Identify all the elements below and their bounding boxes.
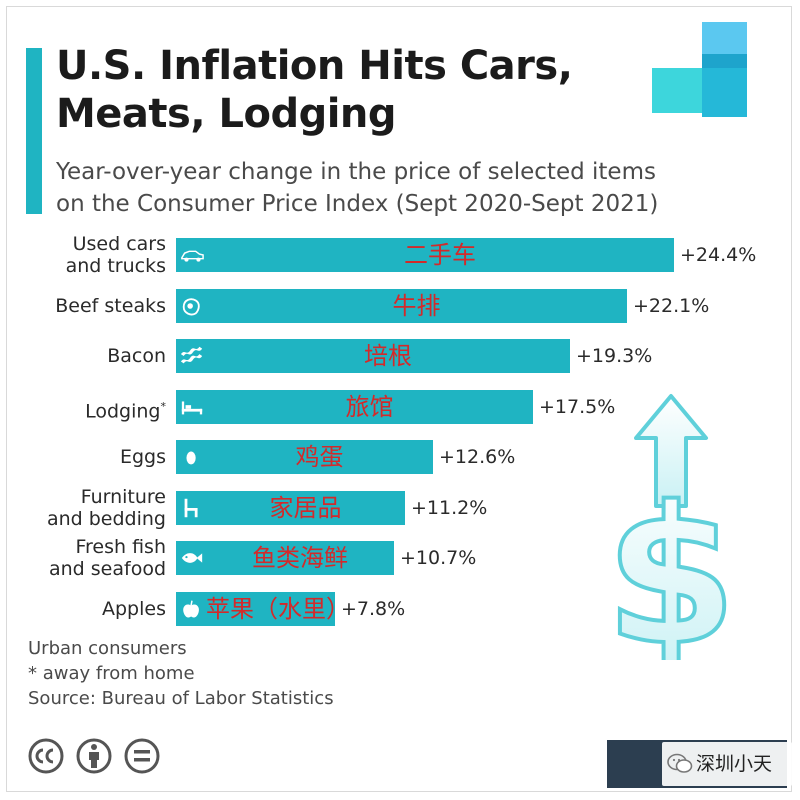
chinese-annotation: 鸡蛋 (295, 443, 344, 471)
chinese-annotation: 二手车 (404, 241, 476, 269)
steak-icon (182, 297, 200, 315)
category-label: Fresh fish and seafood (8, 536, 166, 580)
chinese-annotation: 鱼类海鲜 (252, 544, 348, 572)
bar (176, 339, 570, 373)
source-note: Source: Bureau of Labor Statistics (28, 688, 334, 709)
chinese-annotation: 牛排 (392, 291, 441, 320)
egg-icon (186, 451, 196, 465)
chinese-annotation: 家居品 (269, 493, 342, 522)
footnotes: Urban consumers * away from home (28, 636, 195, 686)
category-label-text: Eggs (119, 446, 166, 468)
subtitle-line-2: on the Consumer Price Index (Sept 2020-S… (56, 191, 659, 217)
footnote-marker: * (160, 399, 167, 413)
category-label: Furniture and bedding (8, 486, 166, 530)
data-label: +19.3% (576, 345, 653, 367)
category-label-line2: and trucks (65, 255, 166, 277)
chinese-annotation: 旅馆 (345, 392, 394, 421)
chair-icon (184, 498, 198, 517)
bacon-icon (180, 346, 203, 364)
note-urban: Urban consumers (28, 638, 187, 659)
category-label: Bacon (8, 345, 166, 367)
category-label-text: Beef steaks (55, 294, 166, 317)
subtitle-line-1: Year-over-year change in the price of se… (56, 159, 656, 185)
wechat-icon (667, 753, 693, 773)
bar (176, 541, 394, 575)
attribution-icon (76, 738, 112, 774)
dollar-arrow-icon: $ (606, 394, 736, 660)
data-label: +24.4% (680, 244, 757, 266)
category-label: Used cars and trucks (8, 233, 166, 277)
bar (176, 288, 627, 323)
category-label: Lodging* (8, 396, 166, 422)
no-derivatives-icon (124, 738, 160, 774)
data-label: +17.5% (539, 395, 616, 418)
category-label-line1: Used cars (72, 233, 166, 255)
cc-icon (28, 738, 64, 774)
category-label: Apples (8, 598, 166, 620)
title-accent-bar (26, 48, 42, 214)
category-label: Beef steaks (8, 295, 166, 317)
bar (176, 238, 674, 272)
apple-icon (183, 600, 199, 617)
chinese-annotation: 苹果（水里） (206, 594, 350, 623)
fish-icon (181, 553, 203, 563)
data-label: +10.7% (400, 547, 477, 569)
category-label: Eggs (8, 446, 166, 468)
bar (176, 490, 405, 525)
bar (176, 591, 335, 626)
svg-text:$: $ (606, 466, 736, 660)
data-label: +11.2% (411, 496, 488, 519)
data-label: +22.1% (633, 294, 710, 317)
statista-logo-icon (652, 22, 747, 117)
title-line-2: Meats, Lodging (56, 91, 397, 137)
data-label: +12.6% (439, 446, 516, 468)
data-label: +7.8% (341, 597, 406, 620)
car-icon (181, 250, 204, 262)
bar (176, 440, 433, 474)
category-label-text: Lodging (85, 399, 161, 422)
watermark-text: 深圳小天 (696, 753, 773, 775)
category-label-line2: and bedding (46, 507, 166, 530)
bar (176, 389, 533, 424)
chinese-annotation: 培根 (364, 342, 412, 370)
category-label-text: Bacon (107, 345, 166, 367)
chart-subtitle: Year-over-year change in the price of se… (56, 156, 696, 220)
bed-icon (181, 400, 203, 414)
category-label-line2: and seafood (48, 558, 166, 580)
title-line-1: U.S. Inflation Hits Cars, (56, 43, 573, 89)
frame (6, 6, 792, 792)
chart-title: U.S. Inflation Hits Cars, Meats, Lodging (56, 42, 616, 138)
bar-chart: Used cars and trucks 二手车 +24.4% Beef steaks 牛… (0, 226, 800, 636)
category-label-line1: Fresh fish (75, 536, 166, 558)
category-label-text: Apples (102, 597, 166, 620)
note-away: * away from home (28, 663, 195, 684)
creative-commons-icons (28, 738, 160, 774)
category-label-line1: Furniture (80, 485, 166, 508)
